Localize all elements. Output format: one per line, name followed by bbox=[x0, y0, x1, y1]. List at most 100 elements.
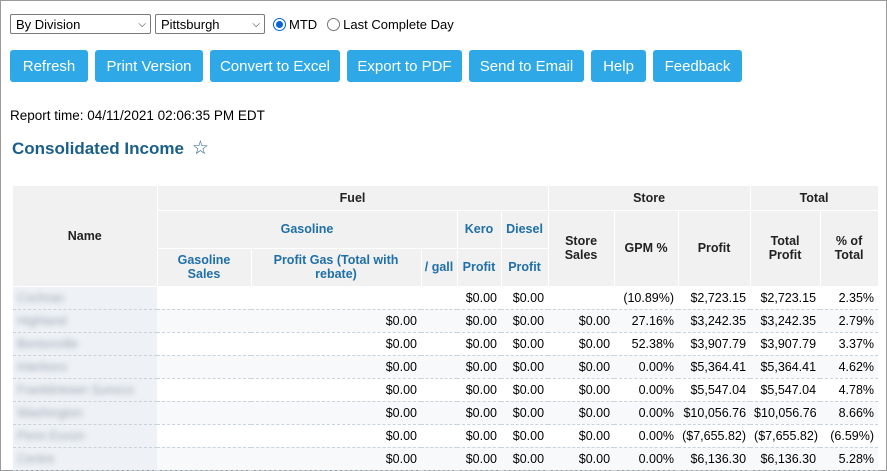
location-name[interactable]: Interboro bbox=[13, 355, 157, 379]
store-profit-cell: $5,547.04 bbox=[678, 378, 751, 402]
location-name[interactable]: Washington bbox=[13, 401, 157, 425]
diesel-profit-header[interactable]: Profit bbox=[501, 248, 549, 287]
total-profit-cell: $3,907.79 bbox=[750, 332, 821, 356]
gpm-cell: 27.16% bbox=[614, 309, 679, 333]
pct-total-cell: 2.79% bbox=[820, 309, 879, 333]
store-sales-cell: $0.00 bbox=[548, 401, 615, 425]
table-row: Washington $0.00 $0.00 $0.00 $0.00 0.00%… bbox=[13, 401, 879, 425]
last-complete-day-radio[interactable]: Last Complete Day bbox=[327, 17, 454, 32]
diesel-profit-cell: $0.00 bbox=[501, 286, 549, 310]
per-gallon-cell bbox=[421, 424, 457, 448]
total-header: Total bbox=[750, 186, 879, 211]
name-header[interactable]: Name bbox=[13, 186, 158, 287]
table-row: Interboro $0.00 $0.00 $0.00 $0.00 0.00% … bbox=[13, 355, 879, 379]
diesel-profit-cell: $0.00 bbox=[501, 401, 549, 425]
help-button[interactable]: Help bbox=[591, 50, 646, 82]
table-row: Franklintown Sunoco $0.00 $0.00 $0.00 $0… bbox=[13, 378, 879, 402]
profit-gas-cell bbox=[251, 286, 421, 310]
profit-gas-cell: $0.00 bbox=[251, 424, 421, 448]
gasoline-sales-cell bbox=[157, 309, 251, 333]
refresh-button[interactable]: Refresh bbox=[10, 50, 88, 82]
kero-profit-header[interactable]: Profit bbox=[457, 248, 502, 287]
per-gallon-cell bbox=[421, 378, 457, 402]
gasoline-header[interactable]: Gasoline bbox=[157, 210, 458, 249]
location-name[interactable]: Franklintown Sunoco bbox=[13, 378, 157, 402]
diesel-profit-cell: $0.00 bbox=[501, 447, 549, 471]
region-select[interactable]: Pittsburgh ⌵ bbox=[155, 14, 265, 34]
kero-profit-cell: $0.00 bbox=[457, 332, 501, 356]
gasoline-sales-cell bbox=[157, 355, 251, 379]
send-to-email-button[interactable]: Send to Email bbox=[469, 50, 584, 82]
table-row: Highland $0.00 $0.00 $0.00 $0.00 27.16% … bbox=[13, 309, 879, 333]
export-to-pdf-button[interactable]: Export to PDF bbox=[347, 50, 462, 82]
diesel-profit-cell: $0.00 bbox=[501, 309, 549, 333]
pct-total-cell: 3.37% bbox=[820, 332, 879, 356]
kero-profit-cell: $0.00 bbox=[457, 286, 501, 310]
pct-total-cell: 4.78% bbox=[820, 378, 879, 402]
table-row: Penn Exxon $0.00 $0.00 $0.00 $0.00 0.00%… bbox=[13, 424, 879, 448]
per-gallon-cell bbox=[421, 309, 457, 333]
total-profit-cell: $6,136.30 bbox=[750, 447, 821, 471]
store-profit-header[interactable]: Profit bbox=[678, 210, 751, 287]
division-select-value: By Division bbox=[16, 16, 81, 32]
page-title-text: Consolidated Income bbox=[12, 138, 184, 158]
kero-profit-cell: $0.00 bbox=[457, 355, 501, 379]
star-icon[interactable]: ☆ bbox=[191, 138, 209, 159]
mtd-radio[interactable]: MTD bbox=[273, 17, 317, 32]
gpm-cell: 0.00% bbox=[614, 378, 679, 402]
profit-gas-cell: $0.00 bbox=[251, 401, 421, 425]
report-time: Report time: 04/11/2021 02:06:35 PM EDT bbox=[10, 108, 265, 123]
diesel-profit-cell: $0.00 bbox=[501, 355, 549, 379]
table-row: Centre $0.00 $0.00 $0.00 $0.00 0.00% $6,… bbox=[13, 447, 879, 471]
location-name[interactable]: Highland bbox=[13, 309, 157, 333]
store-sales-cell: $0.00 bbox=[548, 309, 615, 333]
kero-profit-cell: $0.00 bbox=[457, 401, 501, 425]
convert-to-excel-button[interactable]: Convert to Excel bbox=[210, 50, 340, 82]
location-name[interactable]: Penn Exxon bbox=[13, 424, 157, 448]
gpm-cell: 0.00% bbox=[614, 355, 679, 379]
diesel-header[interactable]: Diesel bbox=[501, 210, 549, 249]
gasoline-sales-cell bbox=[157, 286, 251, 310]
per-gallon-cell bbox=[421, 286, 457, 310]
division-select[interactable]: By Division ⌵ bbox=[10, 14, 151, 34]
store-profit-cell: $5,364.41 bbox=[678, 355, 751, 379]
pct-total-header[interactable]: % of Total bbox=[820, 210, 879, 287]
pct-total-cell: (6.59%) bbox=[820, 424, 879, 448]
diesel-profit-cell: $0.00 bbox=[501, 378, 549, 402]
income-table: Name Fuel Store Total Gasoline Kero Dies… bbox=[13, 186, 879, 471]
table-row: Cochran $0.00 $0.00 (10.89%) $2,723.15 $… bbox=[13, 286, 879, 310]
store-sales-header[interactable]: Store Sales bbox=[548, 210, 615, 287]
store-profit-cell: $2,723.15 bbox=[678, 286, 751, 310]
profit-gas-cell: $0.00 bbox=[251, 378, 421, 402]
pct-total-cell: 2.35% bbox=[820, 286, 879, 310]
feedback-button[interactable]: Feedback bbox=[653, 50, 742, 82]
radio-unselected-icon[interactable] bbox=[327, 17, 341, 31]
region-select-value: Pittsburgh bbox=[161, 16, 220, 32]
radio-selected-icon[interactable] bbox=[273, 17, 286, 31]
total-profit-header[interactable]: Total Profit bbox=[750, 210, 821, 287]
total-profit-cell: $5,364.41 bbox=[750, 355, 821, 379]
pct-total-cell: 4.62% bbox=[820, 355, 879, 379]
gpm-cell: 0.00% bbox=[614, 424, 679, 448]
gpm-header[interactable]: GPM % bbox=[614, 210, 679, 287]
location-name[interactable]: Centre bbox=[13, 447, 157, 471]
chevron-down-icon: ⌵ bbox=[138, 18, 146, 30]
store-profit-cell: $3,242.35 bbox=[678, 309, 751, 333]
store-sales-cell bbox=[548, 286, 615, 310]
gpm-cell: 0.00% bbox=[614, 401, 679, 425]
last-complete-day-radio-label: Last Complete Day bbox=[343, 16, 454, 32]
gasoline-sales-cell bbox=[157, 332, 251, 356]
diesel-profit-cell: $0.00 bbox=[501, 424, 549, 448]
store-sales-cell: $0.00 bbox=[548, 424, 615, 448]
per-gallon-header[interactable]: / gall bbox=[421, 248, 458, 287]
store-profit-cell: $3,907.79 bbox=[678, 332, 751, 356]
profit-gas-header[interactable]: Profit Gas (Total with rebate) bbox=[251, 248, 422, 287]
store-sales-cell: $0.00 bbox=[548, 355, 615, 379]
print-version-button[interactable]: Print Version bbox=[95, 50, 203, 82]
location-name[interactable]: Bentonville bbox=[13, 332, 157, 356]
kero-header[interactable]: Kero bbox=[457, 210, 502, 249]
gasoline-sales-header[interactable]: Gasoline Sales bbox=[157, 248, 252, 287]
location-name[interactable]: Cochran bbox=[13, 286, 157, 310]
diesel-profit-cell: $0.00 bbox=[501, 332, 549, 356]
kero-profit-cell: $0.00 bbox=[457, 378, 501, 402]
